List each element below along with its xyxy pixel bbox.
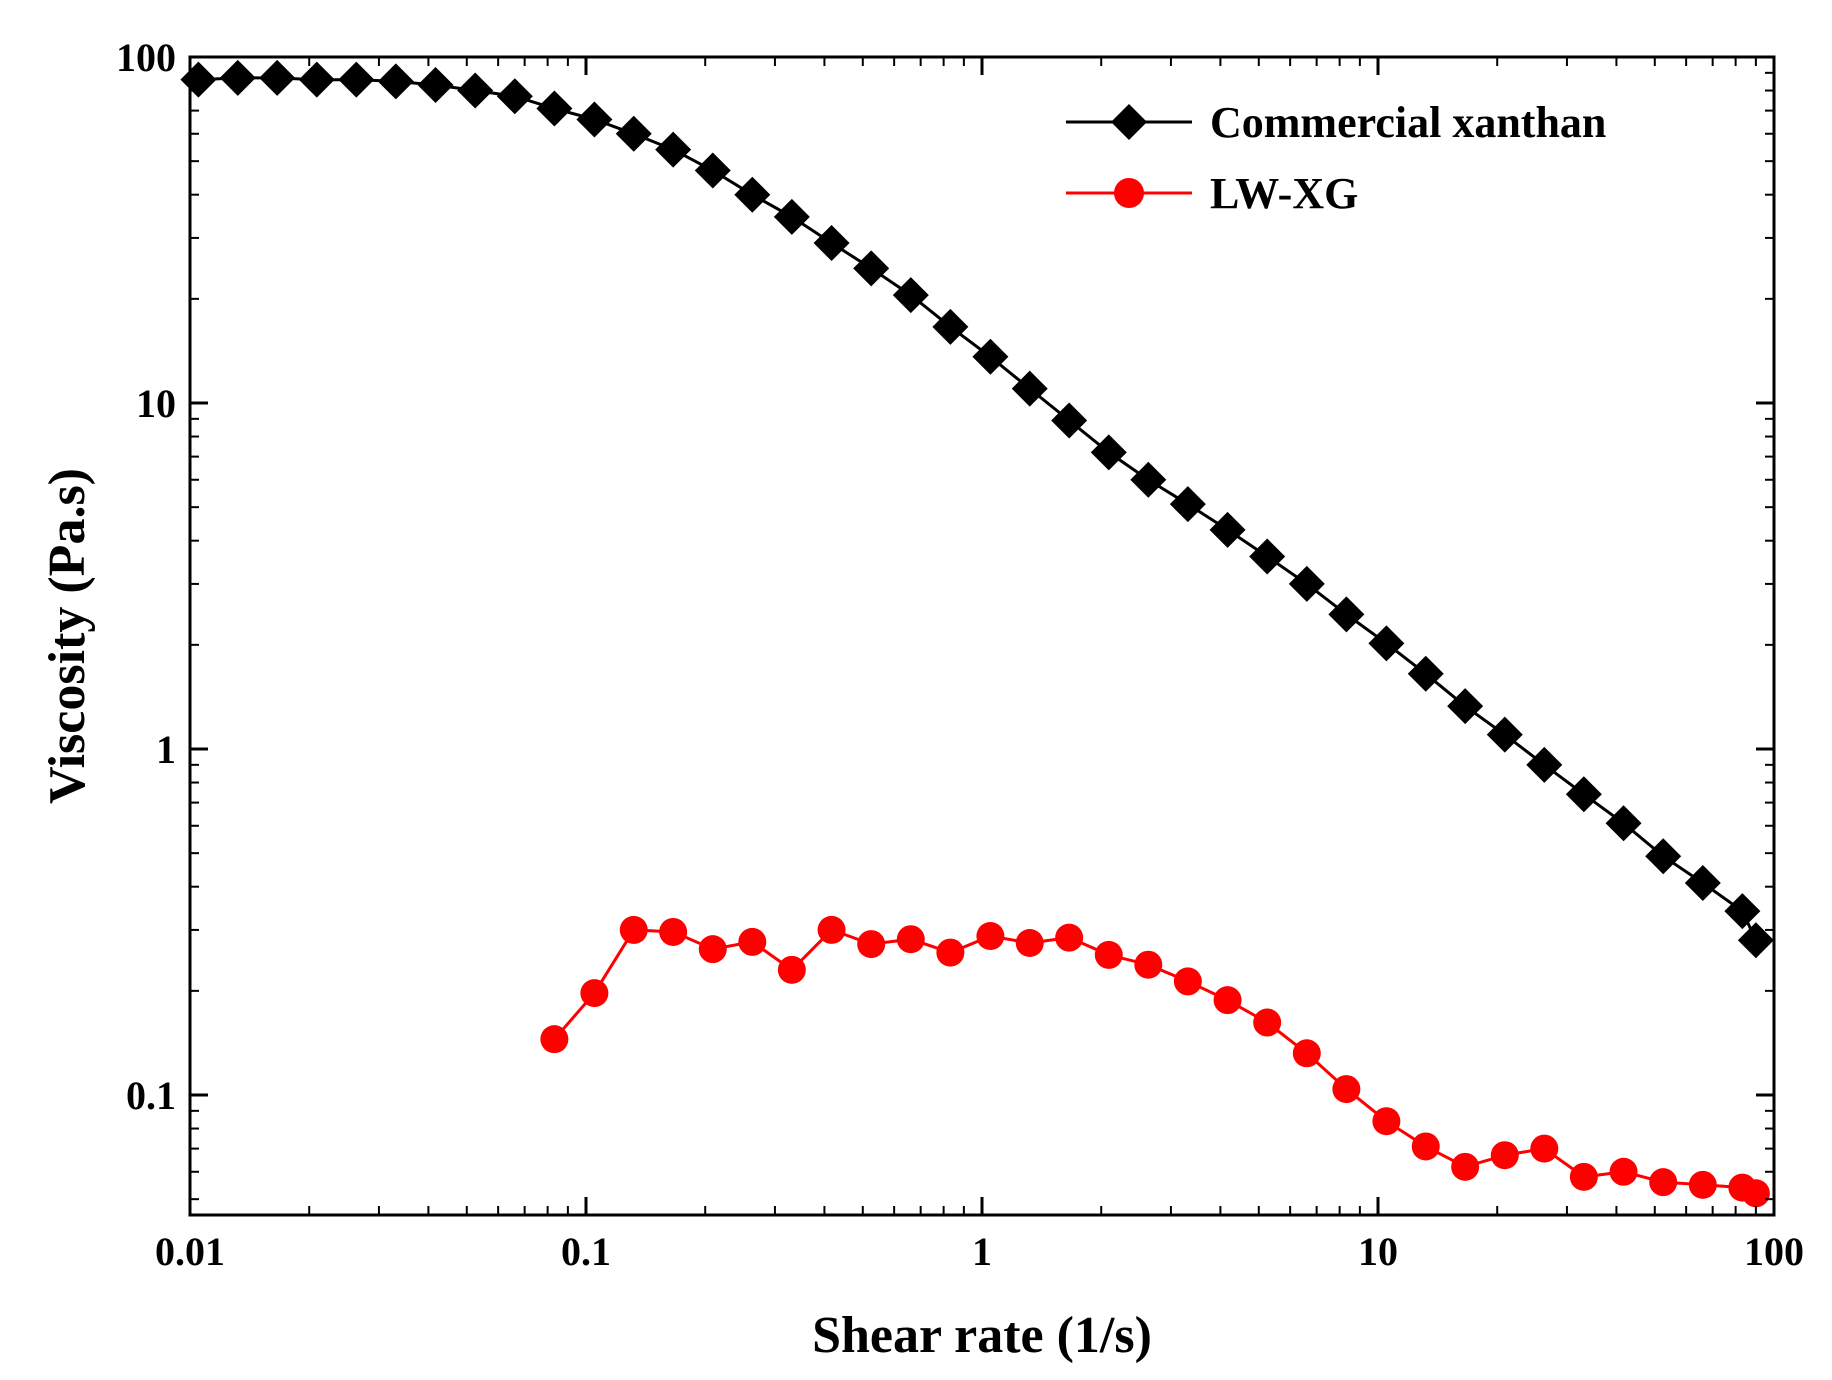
data-point-lw-xg [1055,923,1084,952]
data-point-lw-xg [1015,928,1044,957]
data-point-commercial-xanthan [536,90,573,127]
legend-marker-lw-xg [1114,178,1144,208]
data-point-commercial-xanthan [576,101,613,138]
legend-label-lw-xg: LW-XG [1210,169,1358,218]
data-point-commercial-xanthan [1724,893,1761,930]
data-point-lw-xg [738,927,767,956]
y-tick-label: 100 [116,35,176,80]
data-point-lw-xg [777,955,806,984]
data-point-commercial-xanthan [734,176,771,213]
data-point-commercial-xanthan [1526,746,1563,783]
data-point-lw-xg [1213,986,1242,1015]
data-point-commercial-xanthan [259,59,296,96]
y-axis-ticks: 0.1 1 10 100 [116,35,1774,1201]
data-point-lw-xg [1372,1107,1401,1136]
x-tick-label: 100 [1744,1229,1804,1274]
data-point-commercial-xanthan [1090,434,1127,471]
y-tick-label: 1 [156,727,176,772]
plot-marks [180,59,1774,1208]
data-point-lw-xg [1530,1134,1559,1163]
data-point-commercial-xanthan [1249,538,1286,575]
data-point-commercial-xanthan [1288,565,1325,602]
data-point-lw-xg [817,915,846,944]
data-point-lw-xg [619,915,648,944]
data-point-commercial-xanthan [1368,625,1405,662]
data-point-lw-xg [580,979,609,1008]
y-tick-label: 0.1 [126,1073,176,1118]
data-point-lw-xg [896,925,925,954]
data-point-lw-xg [659,917,688,946]
x-axis-title: Shear rate (1/s) [812,1307,1152,1364]
legend-label-commercial-xanthan: Commercial xanthan [1210,98,1606,147]
data-point-commercial-xanthan [1486,716,1523,753]
y-axis-title: Viscosity (Pa.s) [39,468,96,804]
data-point-commercial-xanthan [1645,838,1682,875]
data-point-lw-xg [1134,950,1163,979]
data-point-commercial-xanthan [219,59,256,96]
data-point-lw-xg [1451,1152,1480,1181]
data-point-lw-xg [1173,967,1202,996]
data-point-lw-xg [1609,1157,1638,1186]
data-point-lw-xg [1411,1132,1440,1161]
data-point-commercial-xanthan [1684,864,1721,901]
data-point-commercial-xanthan [1605,805,1642,842]
data-point-commercial-xanthan [1737,922,1774,959]
data-point-lw-xg [1741,1179,1770,1208]
data-point-commercial-xanthan [892,277,929,314]
x-tick-label: 10 [1358,1229,1398,1274]
data-point-commercial-xanthan [377,63,414,100]
data-point-commercial-xanthan [417,66,454,103]
data-point-commercial-xanthan [615,115,652,152]
x-tick-label: 1 [972,1229,992,1274]
data-point-commercial-xanthan [1130,461,1167,498]
x-tick-label: 0.01 [155,1229,225,1274]
data-point-commercial-xanthan [853,250,890,287]
data-point-commercial-xanthan [655,131,692,168]
data-point-commercial-xanthan [1447,688,1484,725]
data-point-lw-xg [1292,1039,1321,1068]
data-point-commercial-xanthan [1011,370,1048,407]
data-point-lw-xg [1253,1008,1282,1037]
data-point-lw-xg [698,935,727,964]
data-point-lw-xg [1649,1168,1678,1197]
x-tick-label: 0.1 [561,1229,611,1274]
data-point-commercial-xanthan [773,198,810,235]
data-point-lw-xg [1332,1075,1361,1104]
data-point-commercial-xanthan [813,225,850,262]
data-point-lw-xg [1569,1162,1598,1191]
data-point-commercial-xanthan [1169,486,1206,523]
data-point-lw-xg [1490,1141,1519,1170]
data-point-commercial-xanthan [1209,511,1246,548]
data-point-commercial-xanthan [1328,596,1365,633]
legend-marker-commercial-xanthan [1111,104,1147,140]
legend: Commercial xanthan LW-XG [1066,98,1606,218]
data-point-commercial-xanthan [1407,655,1444,692]
y-tick-label: 10 [136,381,176,426]
data-point-commercial-xanthan [496,78,533,115]
data-point-lw-xg [540,1025,569,1054]
data-point-lw-xg [857,930,886,959]
data-point-commercial-xanthan [457,72,494,109]
data-point-commercial-xanthan [932,308,969,345]
data-point-lw-xg [936,938,965,967]
data-point-lw-xg [1688,1170,1717,1199]
data-point-commercial-xanthan [298,61,335,98]
data-point-lw-xg [1094,940,1123,969]
x-axis-ticks: 0.01 0.1 1 10 100 [155,57,1804,1274]
data-point-commercial-xanthan [694,152,731,189]
data-point-commercial-xanthan [972,338,1009,375]
data-point-commercial-xanthan [1565,776,1602,813]
data-point-commercial-xanthan [1051,402,1088,439]
data-point-lw-xg [976,922,1005,951]
data-point-commercial-xanthan [338,61,375,98]
